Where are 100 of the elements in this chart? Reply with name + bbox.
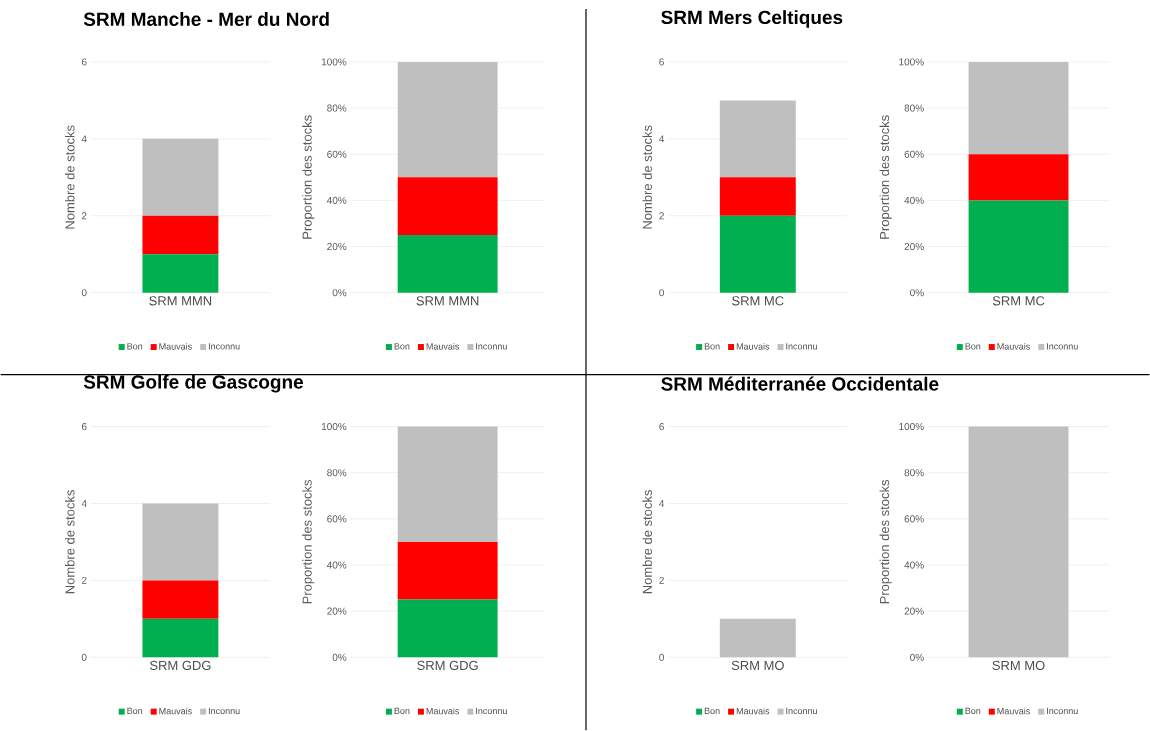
bar	[142, 254, 219, 293]
y-tick-label: 80%	[327, 469, 347, 477]
x-tick-label: SRM MO	[992, 660, 1045, 671]
legend-label: Inconnu	[1047, 707, 1078, 715]
legend-label: Bon	[704, 343, 720, 350]
chart-title: SRM Manche - Mer du Nord	[83, 12, 329, 27]
y-tick-label: 60%	[904, 150, 924, 158]
y-tick-label: 60%	[904, 515, 924, 523]
x-tick-label: SRM GDG	[417, 660, 478, 671]
legend-label: Bon	[394, 707, 410, 715]
y-tick-label: 100%	[899, 423, 924, 431]
legend-label: Mauvais	[736, 343, 770, 350]
y-tick-label: 0%	[332, 653, 347, 661]
y-tick-label: 6	[81, 423, 87, 431]
y-tick-label: 80%	[904, 104, 924, 112]
bar	[142, 618, 219, 658]
y-tick-label: 0	[81, 653, 87, 661]
y-axis-title: Nombre de stocks	[642, 125, 652, 229]
bar	[142, 580, 219, 619]
legend-label: Mauvais	[159, 707, 192, 715]
bar	[719, 100, 796, 178]
bar	[397, 542, 498, 600]
y-tick-label: 0	[659, 653, 664, 661]
y-axis-title: Proportion des stocks	[879, 115, 892, 239]
y-tick-label: 4	[81, 135, 87, 143]
y-tick-label: 6	[659, 58, 664, 66]
y-tick-label: 20%	[327, 243, 347, 251]
x-tick-label: SRM MC	[992, 296, 1045, 306]
y-tick-label: 0%	[910, 653, 924, 661]
y-tick-label: 4	[659, 135, 665, 143]
bar	[968, 200, 1069, 293]
y-tick-label: 60%	[327, 515, 347, 523]
y-axis-title: Proportion des stocks	[879, 480, 892, 604]
y-tick-label: 6	[81, 58, 87, 66]
y-tick-label: 0	[659, 289, 664, 297]
y-tick-label: 2	[81, 576, 87, 584]
y-axis-title: Nombre de stocks	[65, 490, 75, 594]
legend-label: Bon	[965, 343, 981, 350]
legend-label: Inconnu	[1047, 343, 1078, 350]
legend-label: Mauvais	[736, 707, 770, 715]
bar	[397, 177, 498, 236]
bar	[968, 62, 1069, 155]
bar	[142, 138, 219, 216]
legend-label: Mauvais	[997, 343, 1030, 350]
y-tick-label: 2	[81, 212, 87, 220]
bar	[968, 154, 1069, 201]
legend-label: Inconnu	[786, 343, 817, 350]
y-tick-label: 20%	[904, 607, 924, 615]
y-tick-label: 40%	[904, 561, 924, 569]
y-axis-title: Proportion des stocks	[302, 115, 315, 239]
legend-label: Mauvais	[426, 343, 460, 350]
bar	[397, 599, 498, 658]
legend-label: Mauvais	[997, 707, 1030, 715]
legend-label: Inconnu	[208, 343, 240, 350]
y-axis-title: Nombre de stocks	[642, 490, 652, 594]
y-axis-title: Proportion des stocks	[302, 480, 315, 604]
legend-label: Inconnu	[208, 707, 240, 715]
legend-label: Mauvais	[426, 707, 460, 715]
legend-label: Inconnu	[786, 707, 817, 715]
y-tick-label: 6	[659, 423, 664, 431]
y-tick-label: 0%	[910, 289, 924, 297]
bar	[397, 62, 498, 178]
legend-label: Bon	[704, 707, 720, 715]
chart-title: SRM Méditerranée Occidentale	[661, 376, 939, 391]
y-tick-label: 80%	[327, 104, 347, 112]
x-tick-label: SRM MMN	[149, 296, 212, 306]
legend-label: Inconnu	[476, 343, 507, 350]
y-tick-label: 2	[659, 576, 664, 584]
bar	[397, 426, 498, 543]
y-tick-label: 40%	[904, 196, 924, 204]
x-tick-label: SRM MMN	[416, 296, 479, 306]
chart-title: SRM Mers Celtiques	[661, 10, 843, 28]
y-tick-label: 20%	[904, 243, 924, 251]
y-tick-label: 100%	[321, 423, 347, 431]
y-tick-label: 4	[81, 500, 87, 507]
bar	[397, 235, 498, 293]
x-tick-label: SRM MC	[732, 296, 784, 306]
legend-label: Bon	[965, 707, 981, 715]
x-tick-label: SRM MO	[731, 660, 784, 671]
y-tick-label: 80%	[904, 469, 924, 477]
legend-label: Bon	[127, 343, 143, 350]
chart-title: SRM Golfe de Gascogne	[83, 374, 304, 393]
bar	[142, 215, 219, 255]
y-axis-title: Nombre de stocks	[65, 125, 75, 229]
y-tick-label: 20%	[327, 607, 347, 615]
y-tick-label: 40%	[326, 561, 347, 569]
bar	[719, 177, 796, 216]
y-tick-label: 0%	[332, 289, 347, 297]
bar	[719, 215, 796, 293]
legend-label: Mauvais	[159, 343, 192, 350]
bar	[142, 503, 219, 581]
y-tick-label: 60%	[327, 150, 347, 158]
y-tick-label: 2	[659, 212, 664, 220]
y-tick-label: 4	[659, 500, 665, 507]
x-tick-label: SRM GDG	[149, 660, 211, 671]
y-tick-label: 100%	[899, 58, 924, 66]
legend-label: Bon	[127, 707, 143, 715]
y-tick-label: 100%	[321, 58, 347, 66]
legend-label: Inconnu	[476, 707, 507, 715]
y-tick-label: 40%	[326, 196, 347, 204]
